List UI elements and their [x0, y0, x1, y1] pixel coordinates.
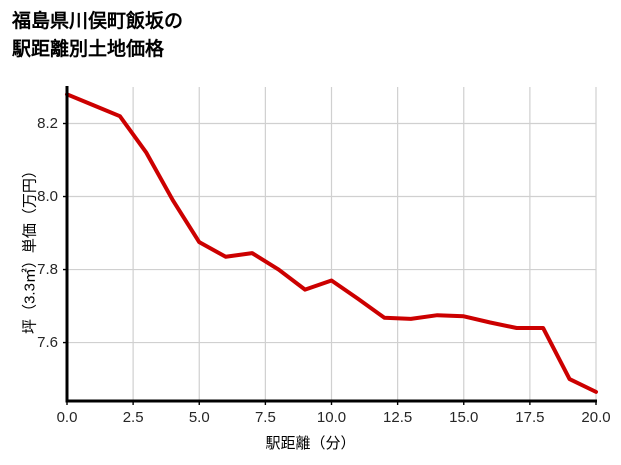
gridlines [66, 87, 597, 401]
y-tick-label: 8.0 [37, 187, 58, 205]
x-tick-label: 20.0 [581, 409, 611, 426]
x-tick-label: 2.5 [122, 409, 144, 426]
y-tick-label: 7.6 [37, 333, 58, 351]
chart-title: 福島県川俣町飯坂の 駅距離別土地価格 [12, 11, 184, 60]
y-tick-label: 8.2 [37, 114, 58, 132]
y-tick-label: 7.8 [37, 260, 58, 278]
data-line-group [65, 92, 598, 394]
x-tick-label: 5.0 [188, 409, 210, 426]
x-tick-label: 12.5 [383, 409, 413, 426]
y-axis-title: 坪（3.3㎡）単価（万円） [21, 163, 39, 334]
x-tick-label: 0.0 [56, 409, 78, 426]
x-tick-label: 10.0 [316, 409, 347, 426]
x-tick-label: 7.5 [254, 409, 276, 426]
x-tick-label: 15.0 [449, 409, 479, 426]
x-axis-title: 駅距離（分） [265, 435, 356, 452]
x-tick-label: 17.5 [515, 409, 545, 426]
axis-tickmarks [63, 122, 597, 405]
data-line [65, 92, 598, 394]
